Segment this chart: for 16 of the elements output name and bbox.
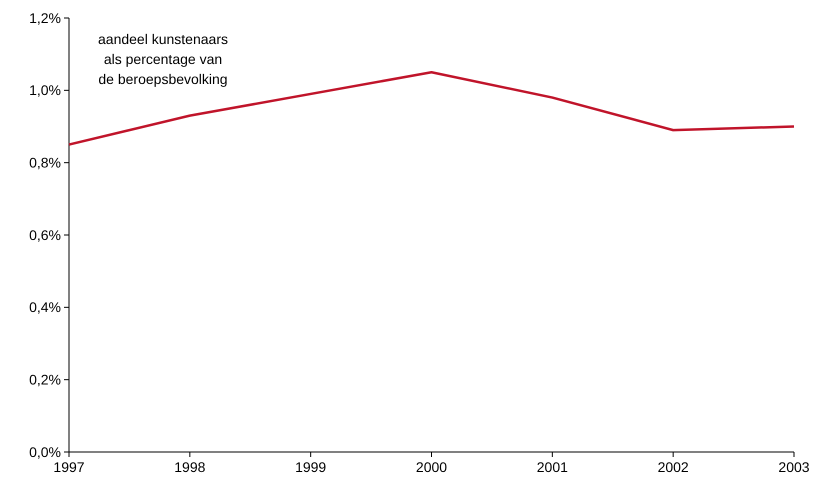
x-tick-label: 2002 <box>658 459 689 475</box>
x-tick-label: 1999 <box>295 459 326 475</box>
y-tick-label: 0,6% <box>29 226 61 243</box>
y-tick-label: 0,0% <box>29 444 61 460</box>
annotation: aandeel kunstenaars als percentage van de beroepsbevolking <box>98 31 228 87</box>
y-tick-label: 1,2% <box>29 10 61 26</box>
x-tick-label: 1998 <box>174 459 206 475</box>
y-tick-label: 0,8% <box>29 154 61 171</box>
y-tick-label: 1,0% <box>29 82 61 98</box>
y-tick-label: 0,2% <box>29 372 61 388</box>
y-tick-label: 0,4% <box>29 299 61 316</box>
x-tick-label: 2003 <box>778 459 810 475</box>
x-tick-label: 2000 <box>416 459 448 475</box>
x-tick-label: 2001 <box>536 459 568 475</box>
x-tick-label: 1997 <box>53 459 85 475</box>
line-series <box>68 71 796 146</box>
